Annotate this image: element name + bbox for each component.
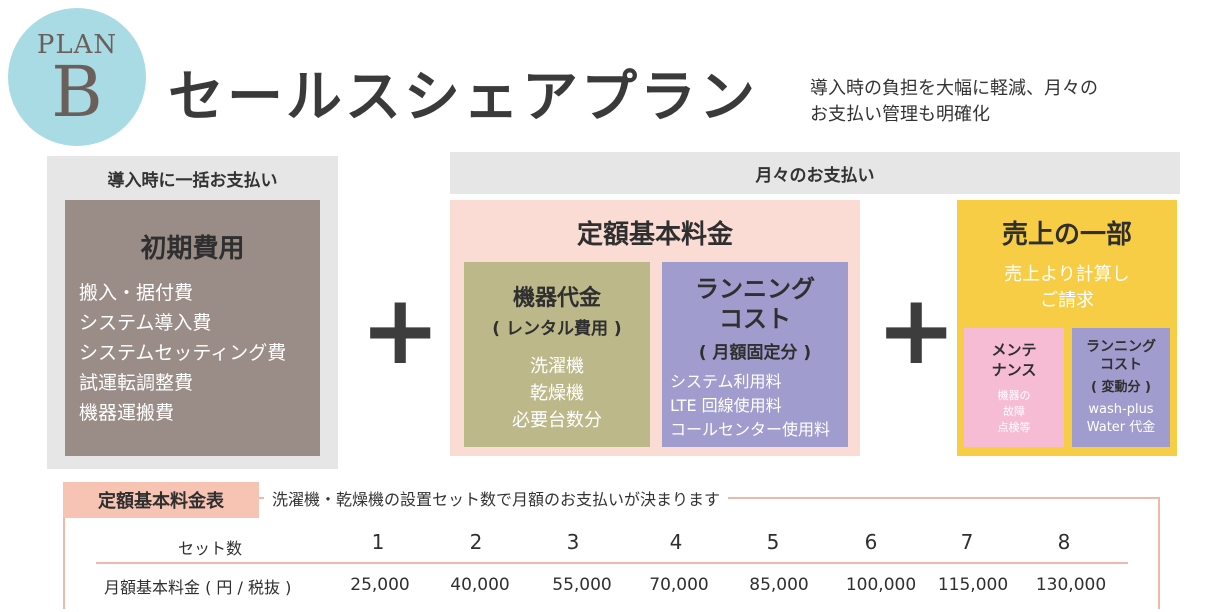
monthly-payment-label: 月々のお支払い [755, 165, 875, 186]
monthly-payment-header: 月々のお支払い [450, 152, 1180, 194]
running-cost-fixed-box: ランニング コスト ( 月額固定分 ) システム利用料 LTE 回線使用料 コー… [662, 262, 848, 447]
table-cell-price: 25,000 [350, 575, 410, 595]
title-line: コスト [719, 305, 791, 333]
list-item: 試運転調整費 [79, 372, 194, 394]
running-cost-variable-box: ランニング コスト ( 変動分 ) wash-plus Water 代金 [1072, 328, 1170, 447]
initial-cost-list: 搬入・据付費 システム導入費 システムセッティング費 試運転調整費 機器運搬費 [79, 278, 286, 428]
initial-cost-box: 初期費用 搬入・据付費 システム導入費 システムセッティング費 試運転調整費 機… [65, 200, 320, 456]
equipment-cost-title: 機器代金 [512, 286, 601, 311]
title-line: ランニング [1086, 339, 1156, 355]
equipment-cost-box: 機器代金 ( レンタル費用 ) 洗濯機 乾燥機 必要台数分 [464, 262, 650, 447]
table-cell-price: 70,000 [649, 575, 709, 595]
sales-share-sub: 売上より計算し ご請求 [957, 262, 1177, 314]
list-item: 搬入・据付費 [79, 282, 194, 304]
upfront-payment-header: 導入時に一括お支払い [107, 171, 278, 191]
equipment-cost-list: 洗濯機 乾燥機 必要台数分 [512, 353, 602, 434]
running-cost-list: システム利用料 LTE 回線使用料 コールセンター使用料 [670, 370, 830, 442]
title-line: ランニング [695, 275, 815, 303]
plus-icon: + [876, 274, 957, 386]
running-cost-variable-title: ランニング コスト [1086, 338, 1156, 374]
initial-cost-title: 初期費用 [140, 234, 245, 264]
table-cell-sets: 1 [371, 530, 385, 554]
list-item: コールセンター使用料 [670, 420, 831, 439]
list-item: システムセッティング費 [79, 342, 287, 364]
table-cell-price: 55,000 [552, 575, 612, 595]
list-item: Water 代金 [1086, 420, 1156, 435]
plus-icon: + [360, 274, 441, 386]
price-row-label: 月額基本料金 ( 円 / 税抜 ) [104, 578, 292, 597]
list-item: システム利用料 [670, 372, 782, 391]
list-item: 機器運搬費 [79, 402, 175, 424]
table-cell-price: 115,000 [937, 575, 1009, 595]
table-cell-price: 100,000 [845, 575, 917, 595]
fee-table-title-text: 定額基本料金表 [98, 491, 224, 512]
equipment-cost-sub: ( レンタル費用 ) [492, 319, 622, 339]
plan-badge: PLAN B [8, 8, 146, 146]
maintenance-list: 機器の 故障 点検等 [998, 388, 1031, 436]
fixed-base-fee-title: 定額基本料金 [576, 220, 733, 250]
maintenance-box: メンテ ナンス 機器の 故障 点検等 [964, 328, 1064, 447]
table-cell-price: 130,000 [1035, 575, 1107, 595]
running-cost-variable-list: wash-plus Water 代金 [1087, 401, 1156, 437]
table-cell-sets: 7 [960, 530, 974, 554]
list-item: wash-plus [1088, 402, 1154, 417]
running-cost-sub: ( 月額固定分 ) [698, 343, 812, 363]
page-subtitle: 導入時の負担を大幅に軽減、月々の お支払い管理も明確化 [810, 76, 1200, 128]
list-item: 故障 [1003, 405, 1025, 418]
maintenance-title: メンテ ナンス [991, 340, 1036, 380]
table-cell-sets: 3 [566, 530, 580, 554]
table-cell-sets: 2 [469, 530, 483, 554]
page-title: セールスシェアプラン [168, 65, 758, 130]
running-cost-title: ランニング コスト [695, 274, 815, 334]
sub-line: 売上より計算し [1004, 264, 1130, 285]
list-item: 機器の [997, 389, 1031, 402]
table-cell-price: 40,000 [450, 575, 510, 595]
list-item: 乾燥機 [530, 383, 584, 404]
table-cell-price: 85,000 [749, 575, 809, 595]
table-cell-sets: 8 [1057, 530, 1071, 554]
title-line: コスト [1100, 357, 1142, 373]
plan-letter: B [51, 51, 103, 133]
plan-label: PLAN [36, 30, 118, 60]
sales-share-title: 売上の一部 [1001, 220, 1132, 250]
list-item: システム導入費 [79, 312, 212, 334]
table-cell-sets: 4 [669, 530, 683, 554]
subtitle-line: 導入時の負担を大幅に軽減、月々の [810, 78, 1098, 99]
sub-line: ご請求 [1040, 290, 1094, 311]
list-item: 洗濯機 [530, 356, 584, 377]
title-line: メンテ [991, 341, 1037, 359]
list-item: 点検等 [997, 421, 1031, 434]
list-item: 必要台数分 [512, 410, 602, 431]
table-cell-sets: 6 [864, 530, 878, 554]
fee-table-note: 洗濯機・乾燥機の設置セット数で月額のお支払いが決まります [264, 486, 729, 510]
subtitle-line: お支払い管理も明確化 [810, 104, 990, 125]
fee-table-title: 定額基本料金表 [63, 482, 259, 518]
table-divider [96, 562, 1128, 564]
title-line: ナンス [991, 361, 1037, 379]
sets-row-label: セット数 [178, 539, 243, 558]
list-item: LTE 回線使用料 [670, 396, 782, 415]
table-cell-sets: 5 [766, 530, 780, 554]
running-cost-variable-sub: ( 変動分 ) [1091, 380, 1151, 395]
